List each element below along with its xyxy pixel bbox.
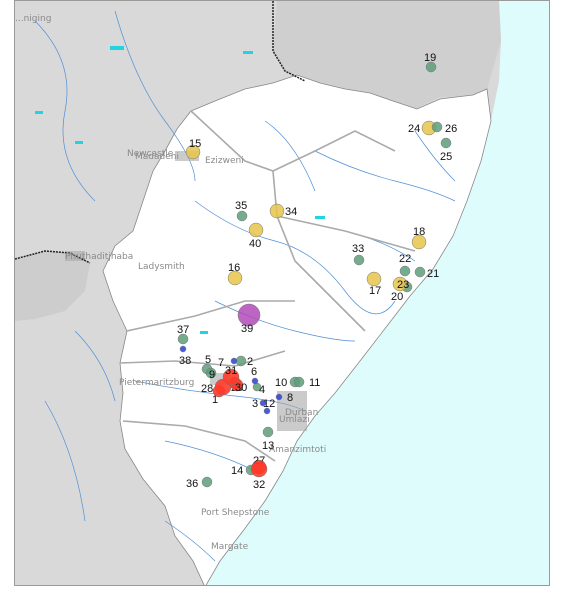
marker-label-21: 21 (427, 268, 439, 280)
marker-16[interactable] (227, 270, 243, 286)
marker-12[interactable] (263, 407, 271, 415)
marker-label-37: 37 (177, 324, 189, 336)
marker-label-33: 33 (352, 243, 364, 255)
marker-label-12: 12 (263, 398, 275, 410)
marker-label-24: 24 (408, 123, 420, 135)
marker-22[interactable] (399, 265, 411, 277)
marker-37[interactable] (177, 333, 189, 345)
marker-21[interactable] (414, 266, 426, 278)
marker-38[interactable] (179, 345, 187, 353)
marker-13[interactable] (262, 426, 274, 438)
marker-label-26: 26 (445, 123, 457, 135)
marker-label-22: 22 (399, 253, 411, 265)
marker-40[interactable] (248, 222, 264, 238)
water-bodies (35, 46, 325, 334)
marker-6[interactable] (251, 377, 259, 385)
marker-label-20: 20 (391, 291, 403, 303)
marker-label-2: 2 (247, 356, 253, 368)
marker-label-32: 32 (253, 479, 265, 491)
marker-label-17: 17 (369, 285, 381, 297)
marker-2[interactable] (235, 355, 247, 367)
place-label: ...niging (15, 14, 51, 24)
marker-label-15: 15 (189, 138, 201, 150)
marker-7[interactable] (230, 357, 238, 365)
marker-label-18: 18 (413, 226, 425, 238)
map-frame[interactable]: ...niging Newcastle Madadeni Ezizweni Phutha… (14, 0, 550, 586)
marker-32[interactable] (250, 460, 268, 478)
marker-label-14: 14 (231, 465, 243, 477)
marker-label-19: 19 (424, 52, 436, 64)
marker-label-39: 39 (241, 323, 253, 335)
marker-label-11: 11 (309, 377, 320, 389)
place-label: Madadeni (135, 152, 179, 162)
marker-label-7: 7 (218, 357, 224, 369)
marker-label-6: 6 (251, 366, 257, 378)
place-label: Phuthaditjhaba (65, 252, 133, 262)
marker-31[interactable] (222, 368, 240, 386)
marker-label-16: 16 (228, 262, 240, 274)
marker-label-1: 1 (212, 394, 218, 406)
marker-25[interactable] (440, 137, 452, 149)
marker-label-28: 28 (201, 383, 213, 395)
marker-8[interactable] (275, 393, 283, 401)
marker-label-40: 40 (249, 238, 261, 250)
national-border (15, 1, 306, 264)
marker-23[interactable] (392, 276, 408, 292)
place-label: Durban (285, 408, 318, 418)
marker-label-23: 23 (397, 279, 409, 291)
marker-35[interactable] (236, 210, 248, 222)
marker-label-4: 4 (259, 384, 265, 396)
marker-label-35: 35 (235, 200, 247, 212)
rivers (34, 10, 456, 562)
place-label: Port Shepstone (201, 508, 270, 518)
marker-label-36: 36 (186, 478, 198, 490)
neighbour-west (15, 251, 90, 321)
marker-9[interactable] (205, 367, 217, 379)
marker-label-25: 25 (440, 151, 452, 163)
marker-36[interactable] (201, 476, 213, 488)
district-boundaries (119, 110, 416, 462)
place-label: Ladysmith (138, 262, 185, 272)
place-label: Amanzimtoti (269, 445, 326, 455)
marker-17[interactable] (366, 271, 382, 287)
marker-label-8: 8 (287, 392, 293, 404)
marker-34[interactable] (269, 203, 285, 219)
marker-label-31: 31 (225, 365, 237, 377)
province-area (102, 74, 492, 585)
place-label: Ezizweni (205, 156, 244, 166)
place-label: Pietermaritzburg (119, 378, 194, 388)
marker-26[interactable] (431, 121, 443, 133)
marker-label-10: 10 (275, 377, 287, 389)
place-label: Newcastle (127, 149, 174, 159)
marker-label-5: 5 (205, 354, 211, 366)
marker-15[interactable] (185, 144, 201, 160)
marker-33[interactable] (353, 254, 365, 266)
marker-label-38: 38 (179, 355, 191, 367)
marker-11[interactable] (293, 376, 305, 388)
neighbour-country (273, 1, 501, 109)
marker-label-9: 9 (209, 369, 215, 381)
marker-label-34: 34 (285, 206, 297, 218)
marker-label-13: 13 (262, 440, 274, 452)
marker-3[interactable] (259, 399, 267, 407)
marker-label-3: 3 (252, 398, 258, 410)
marker-19[interactable] (425, 61, 437, 73)
marker-18[interactable] (411, 234, 427, 250)
marker-39[interactable] (237, 303, 261, 327)
place-label: Umlazi (279, 415, 310, 425)
place-label: Margate (211, 542, 249, 552)
ocean (206, 1, 549, 585)
marker-label-30: 30 (235, 382, 247, 394)
